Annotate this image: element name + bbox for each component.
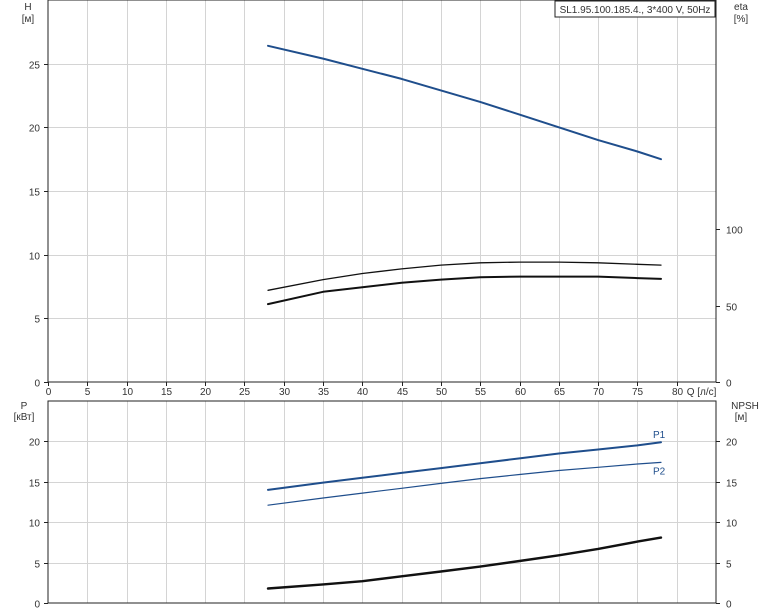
bottom-series-2-line — [266, 536, 663, 590]
bottom-panel-frame — [47, 400, 717, 604]
x-tick-label: 50 — [436, 387, 448, 398]
x-tick-label: 75 — [632, 387, 644, 398]
top-panel-grid — [48, 0, 716, 382]
axis-ticks: 0 5 10 15 20 25 0 50 100 0 5 10 15 20 0 5 10 15 20 0 5 10 15 20… — [29, 61, 743, 611]
bottom-series-p2-line — [267, 461, 662, 506]
bottom-left-tick-label: 20 — [29, 438, 41, 449]
top-left-tick-label: 25 — [29, 61, 41, 72]
bottom-left-axis-unit: [кВт] — [14, 412, 35, 423]
top-left-axis-name: H — [24, 2, 31, 13]
top-series-1-line — [267, 261, 662, 291]
top-left-tick-label: 0 — [34, 379, 40, 390]
top-right-axis-name: eta — [734, 2, 748, 13]
top-panel-frame — [47, 0, 717, 383]
top-right-tick-label: 0 — [726, 379, 732, 390]
bottom-right-axis-name: NPSH — [731, 401, 759, 412]
bottom-left-tick-label: 0 — [34, 600, 40, 611]
x-tick-label: 5 — [85, 387, 91, 398]
top-right-tick-label: 50 — [726, 303, 738, 314]
top-series-2-line — [267, 275, 662, 306]
x-tick-label: 55 — [475, 387, 487, 398]
x-tick-label: 25 — [239, 387, 251, 398]
bottom-series-label: P1 — [653, 430, 666, 441]
top-left-tick-label: 5 — [34, 315, 40, 326]
bottom-left-tick-label: 15 — [29, 479, 41, 490]
bottom-series-p1-line — [267, 441, 662, 491]
bottom-right-tick-label: 5 — [726, 560, 732, 571]
x-tick-label: 0 — [46, 387, 52, 398]
top-left-tick-label: 10 — [29, 252, 41, 263]
x-tick-label: 15 — [161, 387, 173, 398]
bottom-right-tick-label: 20 — [726, 438, 738, 449]
x-tick-label: 70 — [593, 387, 605, 398]
bottom-series-label: P2 — [653, 466, 666, 477]
bottom-left-tick-label: 5 — [34, 560, 40, 571]
chart-series: P1 P2 — [266, 44, 666, 590]
x-tick-label: 35 — [318, 387, 330, 398]
bottom-right-tick-label: 10 — [726, 519, 738, 530]
x-tick-label: 80 — [672, 387, 684, 398]
x-tick-label: 60 — [515, 387, 527, 398]
top-left-axis-unit: [м] — [22, 14, 35, 25]
x-tick-label: 40 — [357, 387, 369, 398]
bottom-left-tick-label: 10 — [29, 519, 41, 530]
x-tick-label: 10 — [122, 387, 134, 398]
chart-title: SL1.95.100.185.4., 3*400 V, 50Hz — [560, 5, 711, 16]
bottom-right-tick-label: 15 — [726, 479, 738, 490]
top-left-tick-label: 20 — [29, 124, 41, 135]
bottom-panel-grid — [48, 401, 716, 603]
x-tick-label: 65 — [554, 387, 566, 398]
bottom-right-tick-label: 0 — [726, 600, 732, 611]
top-left-tick-label: 15 — [29, 188, 41, 199]
top-right-axis-unit: [%] — [734, 14, 749, 25]
x-tick-label: 45 — [397, 387, 409, 398]
top-series-0-line — [267, 44, 662, 161]
bottom-left-axis-name: P — [21, 401, 28, 412]
bottom-right-axis-unit: [м] — [735, 412, 748, 423]
title-box — [554, 0, 716, 18]
x-tick-label: 30 — [279, 387, 291, 398]
x-tick-label: 20 — [200, 387, 212, 398]
top-right-tick-label: 100 — [726, 226, 743, 237]
x-axis-label: Q [л/с] — [687, 387, 717, 398]
